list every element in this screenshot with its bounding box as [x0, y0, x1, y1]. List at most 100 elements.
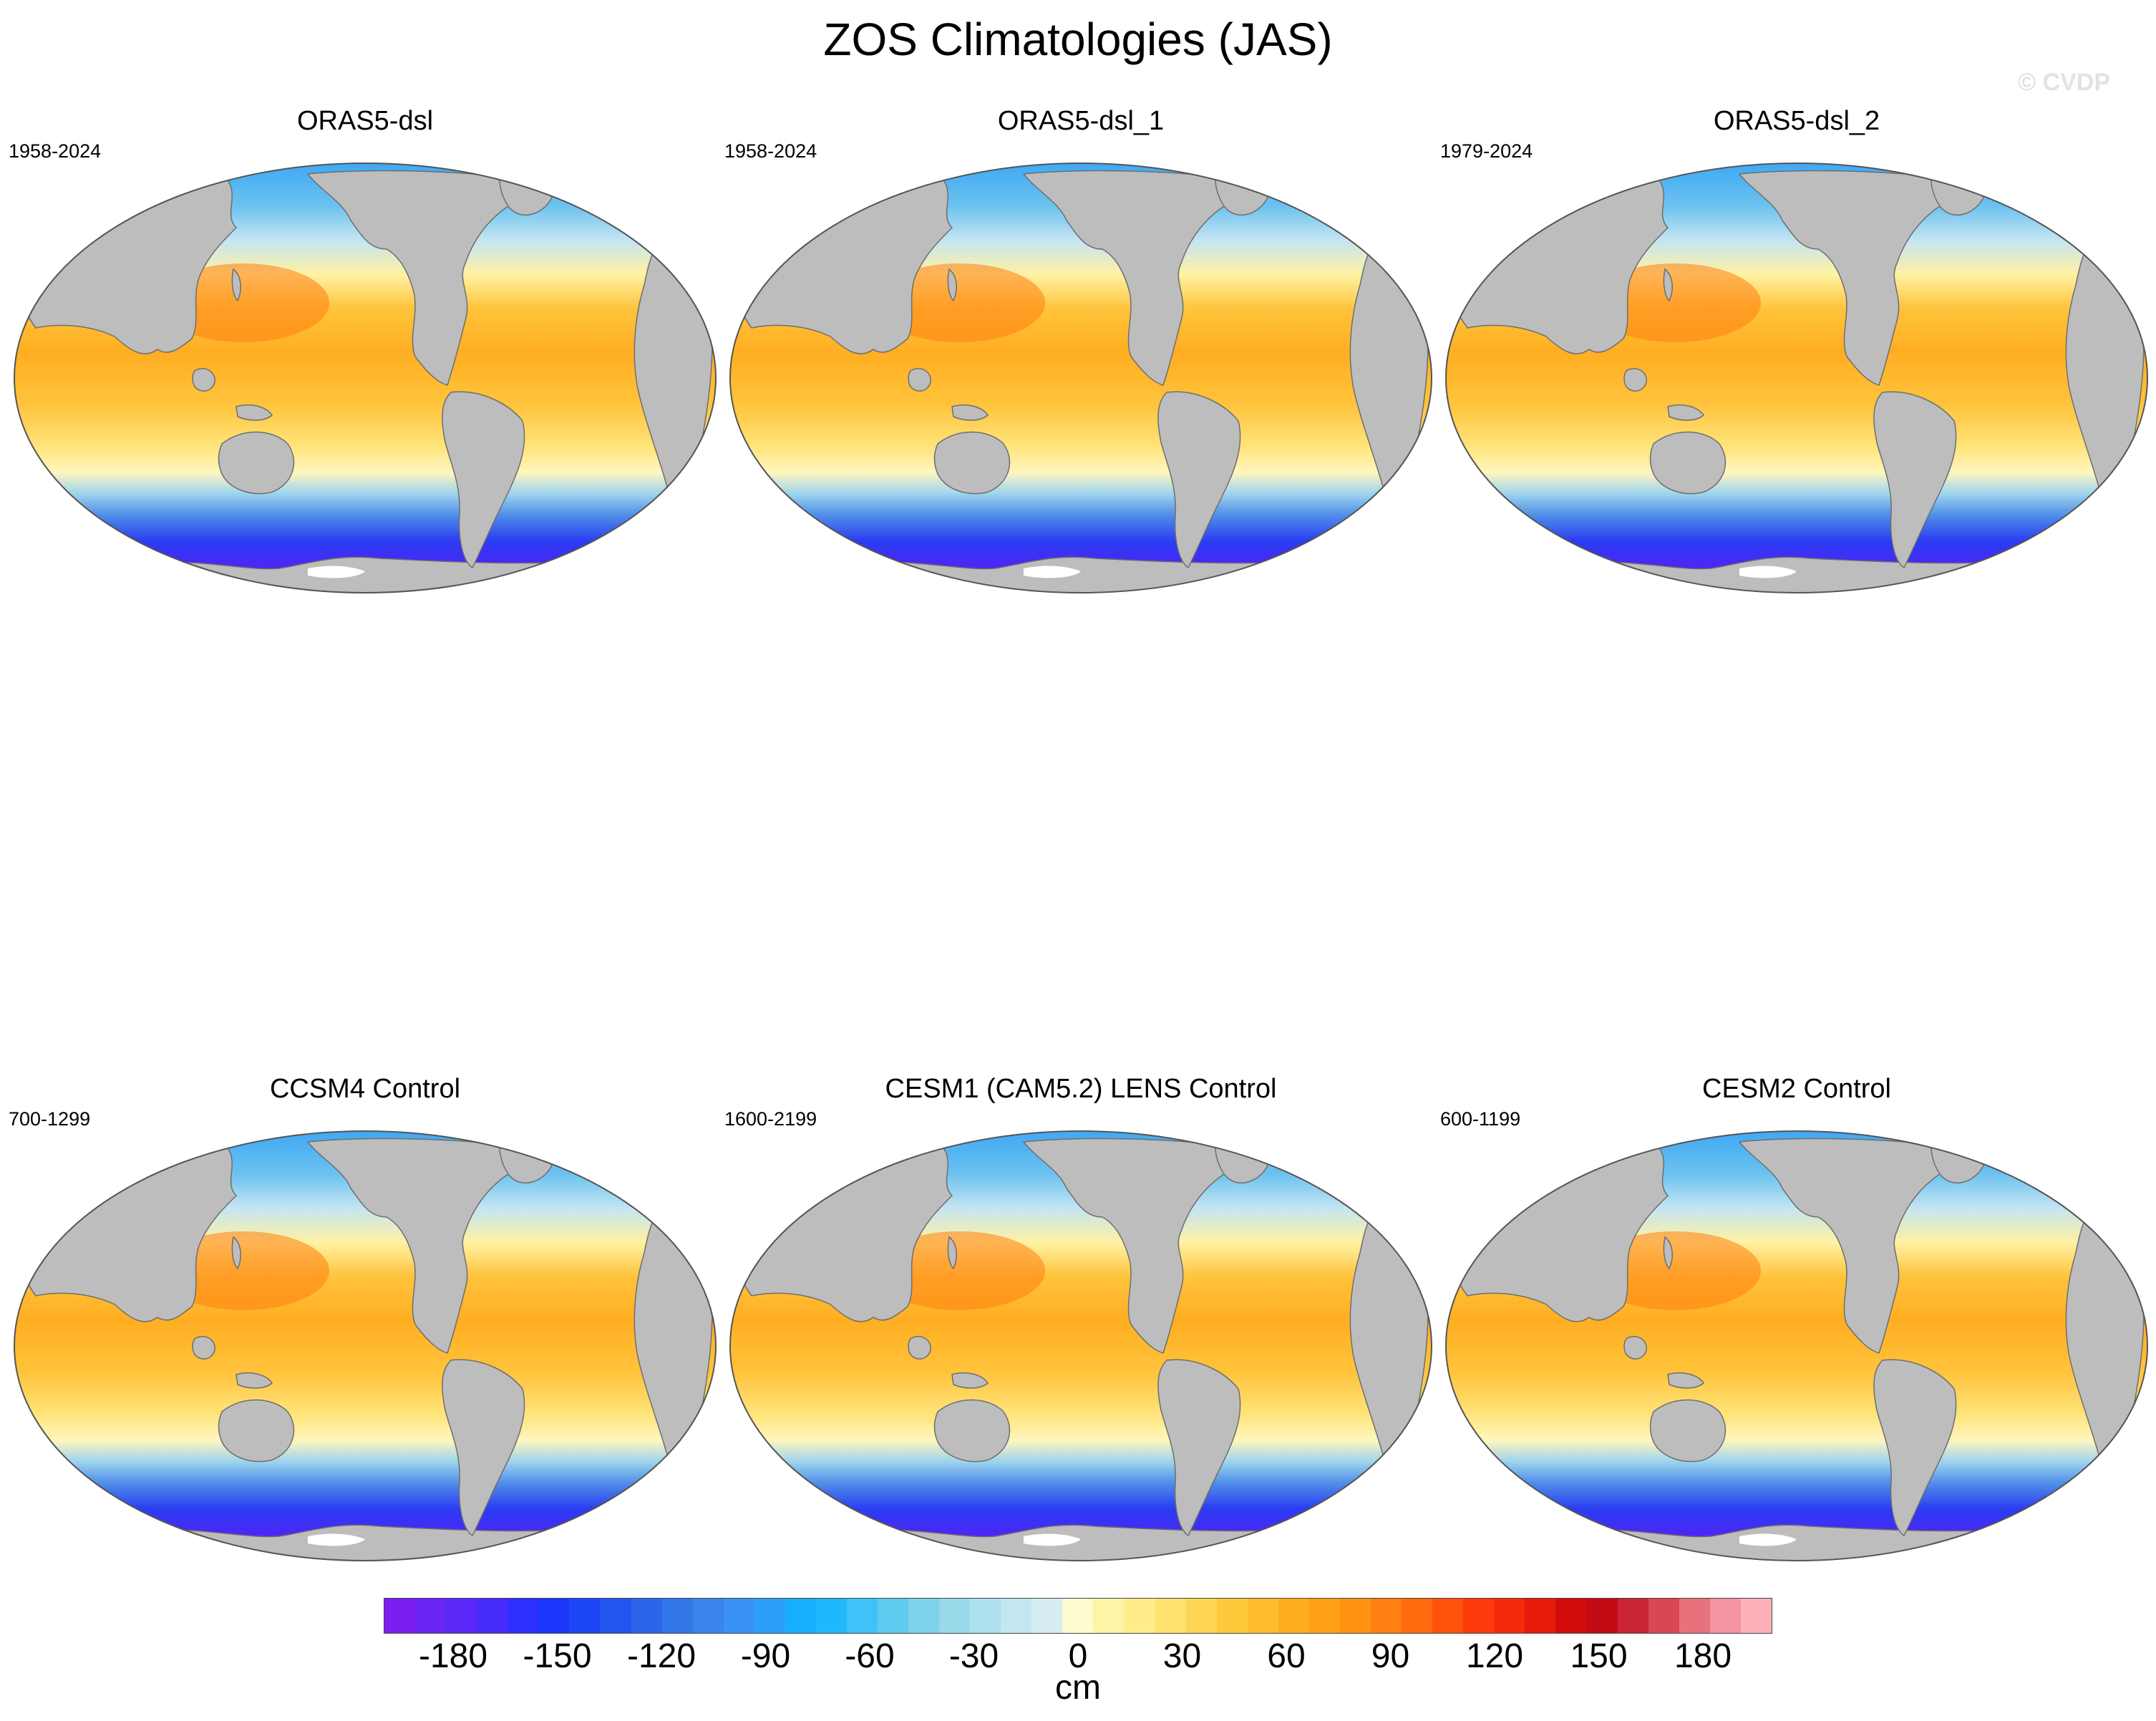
australia-shape [218, 431, 295, 495]
borneo-shape [192, 368, 215, 392]
ice-shelf-shape [308, 1533, 365, 1546]
colorbar-tick-label: -60 [845, 1637, 895, 1675]
colorbar-swatch [1062, 1599, 1094, 1633]
colorbar-swatch [1679, 1599, 1710, 1633]
colorbar-tick-label: 90 [1371, 1637, 1410, 1675]
australia-shape [1649, 1399, 1727, 1463]
colorbar-swatch [723, 1599, 754, 1633]
warm-pool-shade [873, 1231, 1045, 1310]
colorbar-swatch [1494, 1599, 1525, 1633]
colorbar-swatch [939, 1599, 971, 1633]
australia-shape [218, 1399, 295, 1463]
madagascar-shape [741, 448, 752, 476]
map-panel-oras5-dsl: ORAS5-dsl 1958-2024 [7, 106, 723, 621]
colorbar-swatch [970, 1599, 1001, 1633]
colorbar-swatch [477, 1599, 508, 1633]
colorbar-swatch [878, 1599, 909, 1633]
colorbar-swatch [846, 1599, 878, 1633]
map-panel-ccsm4-control: CCSM4 Control 700-1299 [7, 1074, 723, 1589]
panel-years: 600-1199 [1440, 1108, 1521, 1130]
borneo-shape [1623, 1336, 1647, 1359]
australia-shape [933, 1399, 1011, 1463]
panel-title: ORAS5-dsl [296, 106, 434, 136]
madagascar-shape [25, 1416, 36, 1444]
ice-shelf-shape [1024, 1533, 1081, 1546]
world-map [14, 1130, 717, 1561]
colorbar-units: cm [1055, 1669, 1101, 1707]
warm-pool-shade [873, 263, 1045, 342]
colorbar-swatch [1278, 1599, 1309, 1633]
madagascar-shape [25, 448, 36, 476]
colorbar-swatch [538, 1599, 570, 1633]
colorbar-swatch [1216, 1599, 1248, 1633]
new-guinea-shape [235, 404, 273, 421]
colorbar-swatch [1555, 1599, 1587, 1633]
new-guinea-shape [951, 1372, 989, 1389]
colorbar-swatch [785, 1599, 816, 1633]
colorbar-swatch [415, 1599, 447, 1633]
australia-shape [933, 431, 1011, 495]
ice-shelf-shape [308, 566, 365, 578]
colorbar-swatch [1031, 1599, 1063, 1633]
new-guinea-shape [951, 404, 989, 421]
colorbar-tick-label: 120 [1465, 1637, 1524, 1675]
antarctica-shape [35, 1524, 696, 1561]
panel-years: 700-1299 [9, 1108, 91, 1130]
warm-pool-shade [157, 263, 329, 342]
colorbar-swatch [384, 1599, 416, 1633]
world-map [729, 163, 1432, 593]
south-america-shape [1157, 391, 1241, 569]
panel-title: CCSM4 Control [269, 1074, 461, 1104]
japan-shape [231, 268, 242, 302]
antarctica-shape [1467, 556, 2128, 593]
colorbar-tick-label: -30 [948, 1637, 999, 1675]
colorbar-swatch [1308, 1599, 1340, 1633]
borneo-shape [908, 1336, 931, 1359]
ice-shelf-shape [1739, 566, 1797, 578]
colorbar-swatch [1185, 1599, 1217, 1633]
panel-title: CESM2 Control [1702, 1074, 1891, 1104]
colorbar-swatch [631, 1599, 662, 1633]
warm-pool-shade [1589, 263, 1761, 342]
watermark: © CVDP [2018, 69, 2110, 96]
colorbar-tick-label: 0 [1068, 1637, 1088, 1675]
colorbar-swatch [1709, 1599, 1741, 1633]
colorbar-swatch [569, 1599, 601, 1633]
south-america-shape [1873, 1359, 1957, 1537]
map-outline [1445, 163, 2148, 593]
map-outline [14, 163, 717, 593]
colorbar-tick-label: -150 [523, 1637, 592, 1675]
colorbar-swatch [815, 1599, 847, 1633]
figure-title: ZOS Climatologies (JAS) [823, 14, 1333, 65]
colorbar-tick-label: -180 [418, 1637, 488, 1675]
colorbar [384, 1598, 1772, 1634]
panel-title: ORAS5-dsl_2 [1713, 106, 1880, 136]
new-guinea-shape [235, 1372, 273, 1389]
colorbar-swatch [1402, 1599, 1433, 1633]
colorbar-swatch [1740, 1599, 1772, 1633]
japan-shape [947, 268, 958, 302]
warm-pool-shade [157, 1231, 329, 1310]
madagascar-shape [741, 1416, 752, 1444]
colorbar-swatch [508, 1599, 539, 1633]
colorbar-swatch [661, 1599, 693, 1633]
colorbar-tick-label: 150 [1570, 1637, 1628, 1675]
japan-shape [947, 1236, 958, 1270]
antarctica-shape [1467, 1524, 2128, 1561]
map-panel-cesm2-control: CESM2 Control 600-1199 [1439, 1074, 2155, 1589]
borneo-shape [192, 1336, 215, 1359]
map-outline [14, 1130, 717, 1561]
colorbar-tick-label: 30 [1162, 1637, 1202, 1675]
map-outline [729, 1130, 1432, 1561]
colorbar-tick-label: -90 [740, 1637, 791, 1675]
japan-shape [231, 1236, 242, 1270]
colorbar-swatch [1001, 1599, 1032, 1633]
colorbar-swatch [1247, 1599, 1278, 1633]
south-america-shape [442, 391, 525, 569]
map-outline [1445, 1130, 2148, 1561]
panel-title: CESM1 (CAM5.2) LENS Control [885, 1074, 1277, 1104]
japan-shape [1663, 268, 1674, 302]
south-america-shape [1873, 391, 1957, 569]
south-america-shape [442, 1359, 525, 1537]
colorbar-swatch [446, 1599, 477, 1633]
